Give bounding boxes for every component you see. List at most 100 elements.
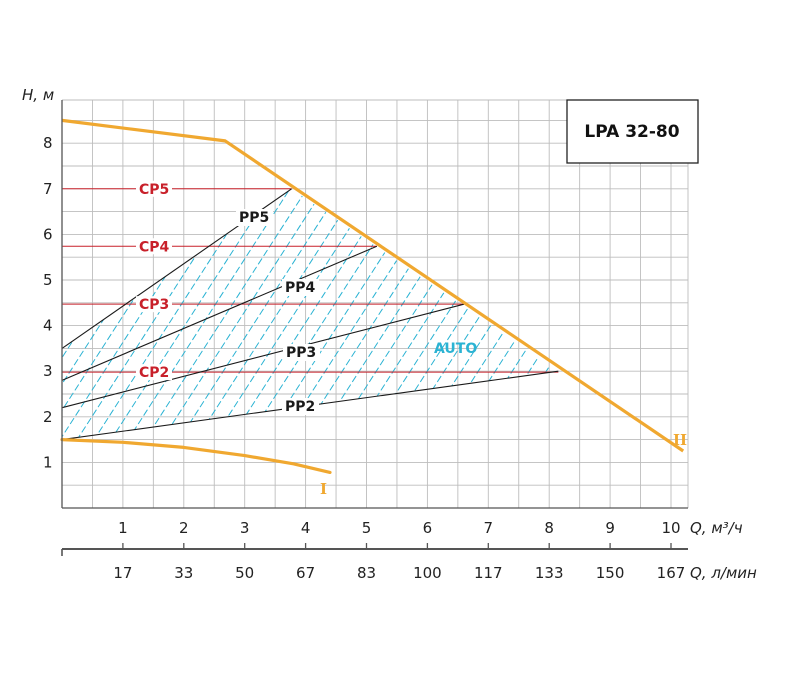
y-tick-label: 8 — [43, 134, 53, 152]
x-tick-label: 1 — [118, 519, 128, 537]
x-tick-label: 3 — [240, 519, 250, 537]
pp-label-bg — [283, 344, 320, 361]
hatch-line — [185, 188, 559, 440]
x-secondary-tick-label: 33 — [174, 564, 193, 582]
hatch-line — [679, 0, 800, 508]
x-tick-label: 9 — [605, 519, 615, 537]
pp-line-pp3 — [61, 303, 465, 409]
x-secondary-tick-label: 133 — [535, 564, 564, 582]
hatch-line — [62, 188, 63, 440]
hatch-line — [117, 188, 539, 440]
y-tick-label: 2 — [43, 408, 53, 426]
hatch-line — [525, 188, 559, 440]
hatch-line — [355, 188, 559, 440]
model-box: LPA 32-80 — [566, 99, 699, 164]
cp-label-cp2: CP2 — [139, 365, 169, 381]
hatch-line — [594, 0, 800, 508]
x-axis-secondary-label: Q, л/мин — [690, 564, 757, 582]
pp-label-pp5: PP5 — [239, 210, 269, 226]
hatch-line — [62, 188, 250, 440]
pp-label-pp3: PP3 — [286, 345, 316, 361]
y-tick-label: 4 — [43, 317, 53, 335]
curve-label-ii: II — [673, 431, 687, 449]
y-tick-label: 3 — [43, 362, 53, 380]
pp-label-bg — [236, 209, 273, 226]
x-secondary-tick-label: 167 — [657, 564, 686, 582]
y-axis-label: H, м — [22, 86, 54, 104]
hatch-line — [62, 188, 80, 440]
hatch-line — [304, 188, 559, 440]
hatch-line — [440, 188, 559, 440]
hatch-line — [423, 188, 559, 440]
model-box-frame — [566, 99, 699, 164]
hatch-line — [62, 188, 386, 440]
x-secondary-tick-label: 117 — [474, 564, 503, 582]
cp-label-cp5: CP5 — [139, 182, 169, 198]
x-secondary-tick-label: 67 — [296, 564, 315, 582]
min-curve-i — [60, 438, 332, 474]
x-secondary-tick-label: 100 — [413, 564, 442, 582]
cp-label-bg — [136, 296, 172, 313]
x-tick-label: 4 — [301, 519, 311, 537]
hatch-line — [645, 0, 800, 508]
hatch-line — [168, 188, 559, 440]
hatch-line — [389, 188, 559, 440]
x-secondary-tick-label: 150 — [596, 564, 625, 582]
x-tick-label: 8 — [544, 519, 554, 537]
y-tick-label: 1 — [43, 453, 53, 471]
x-secondary-tick-label: 83 — [357, 564, 376, 582]
hatch-line — [406, 188, 559, 440]
hatch-line — [62, 188, 216, 440]
cp-label-bg — [136, 180, 172, 197]
hatch-line — [236, 188, 559, 440]
hatch-line — [219, 188, 559, 440]
hatch-line — [270, 188, 559, 440]
x-tick-label: 10 — [661, 519, 680, 537]
limit-curves — [60, 118, 685, 474]
x-secondary-tick-label: 17 — [113, 564, 132, 582]
hatch-line — [62, 188, 114, 440]
hatch-line — [491, 188, 559, 440]
cp-label-bg — [136, 364, 172, 381]
hatch-line — [457, 188, 559, 440]
max-curve-ii — [61, 118, 685, 453]
x-tick-label: 7 — [484, 519, 494, 537]
hatch-line — [611, 0, 800, 508]
y-tick-label: 6 — [43, 225, 53, 243]
hatch-line — [62, 188, 437, 440]
cp-label-cp3: CP3 — [139, 297, 169, 313]
x-axis-label: Q, м³/ч — [690, 519, 743, 537]
hatch-line — [372, 188, 559, 440]
cp-label-bg — [136, 238, 172, 255]
hatch-line — [62, 188, 148, 440]
pp-label-bg — [282, 279, 319, 296]
cp-label-cp4: CP4 — [139, 239, 170, 255]
y-tick-label: 7 — [43, 180, 53, 198]
x-tick-label: 6 — [423, 519, 433, 537]
hatch-line — [62, 188, 267, 440]
pp-label-pp2: PP2 — [285, 399, 315, 415]
hatch-line — [474, 188, 559, 440]
curve-label-i: I — [320, 480, 327, 498]
pp-line-pp4 — [61, 245, 378, 381]
hatch-line — [62, 188, 471, 440]
auto-label: AUTO — [434, 341, 477, 357]
pp-label-pp4: PP4 — [285, 280, 316, 296]
y-tick-label: 5 — [43, 271, 53, 289]
hatch-line — [202, 188, 559, 440]
hatch-line — [66, 188, 488, 440]
hatch-line — [542, 188, 559, 440]
x-tick-label: 2 — [179, 519, 189, 537]
pp-label-bg — [282, 398, 319, 415]
hatch-line — [62, 188, 420, 440]
x-tick-label: 5 — [362, 519, 372, 537]
hatch-line — [287, 188, 559, 440]
x-secondary-tick-label: 50 — [235, 564, 254, 582]
model-title: LPA 32-80 — [584, 122, 679, 142]
hatch-line — [62, 188, 403, 440]
hatch-line — [151, 188, 559, 440]
hatch-line — [253, 188, 559, 440]
